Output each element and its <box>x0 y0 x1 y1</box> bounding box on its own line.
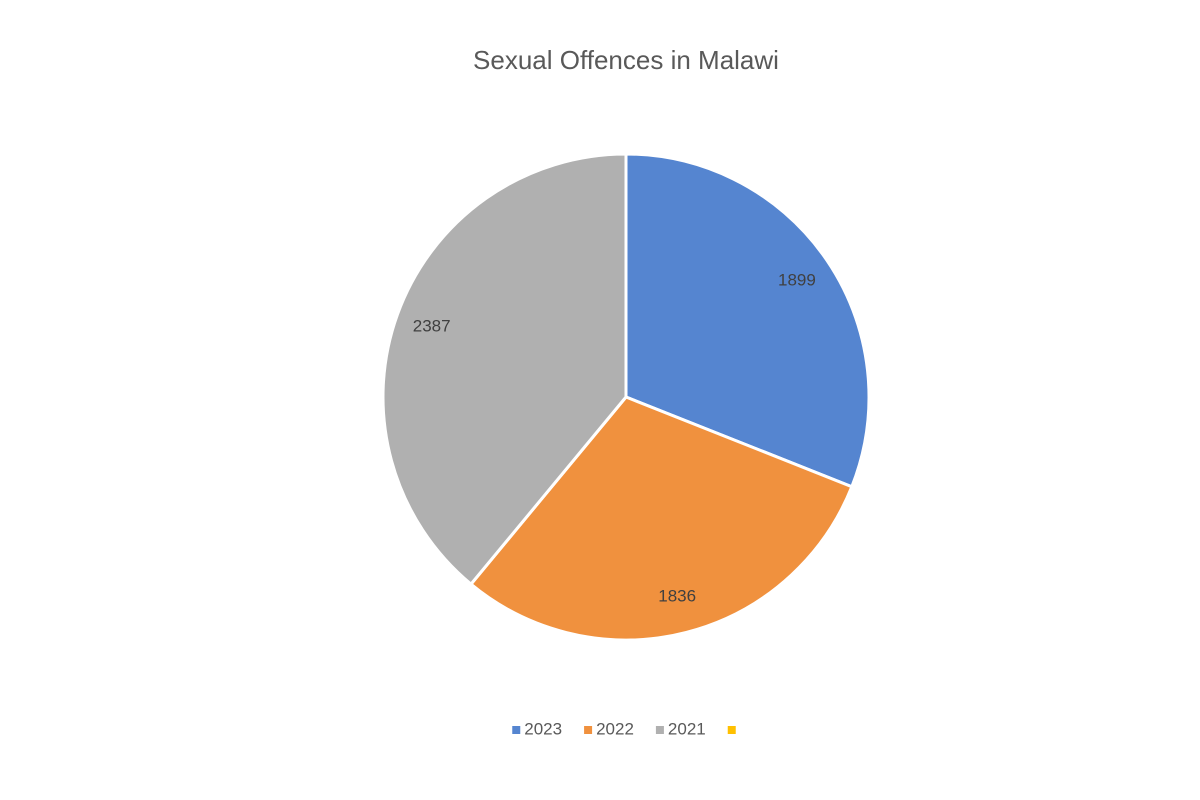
legend-swatch <box>512 726 521 734</box>
pie-slice <box>381 152 628 587</box>
legend-swatch <box>727 726 736 734</box>
data-label: 1899 <box>778 270 816 289</box>
chart-title: Sexual Offences in Malawi <box>473 45 779 75</box>
data-label: 1836 <box>658 587 696 606</box>
pie-slice <box>624 152 871 489</box>
data-label: 2387 <box>413 316 451 335</box>
legend-swatch <box>584 726 593 734</box>
legend-label: 2022 <box>596 719 634 738</box>
legend-label: 2021 <box>668 719 706 738</box>
legend-label: 2023 <box>524 719 562 738</box>
pie-slice <box>468 395 854 642</box>
legend-swatch <box>655 726 664 734</box>
